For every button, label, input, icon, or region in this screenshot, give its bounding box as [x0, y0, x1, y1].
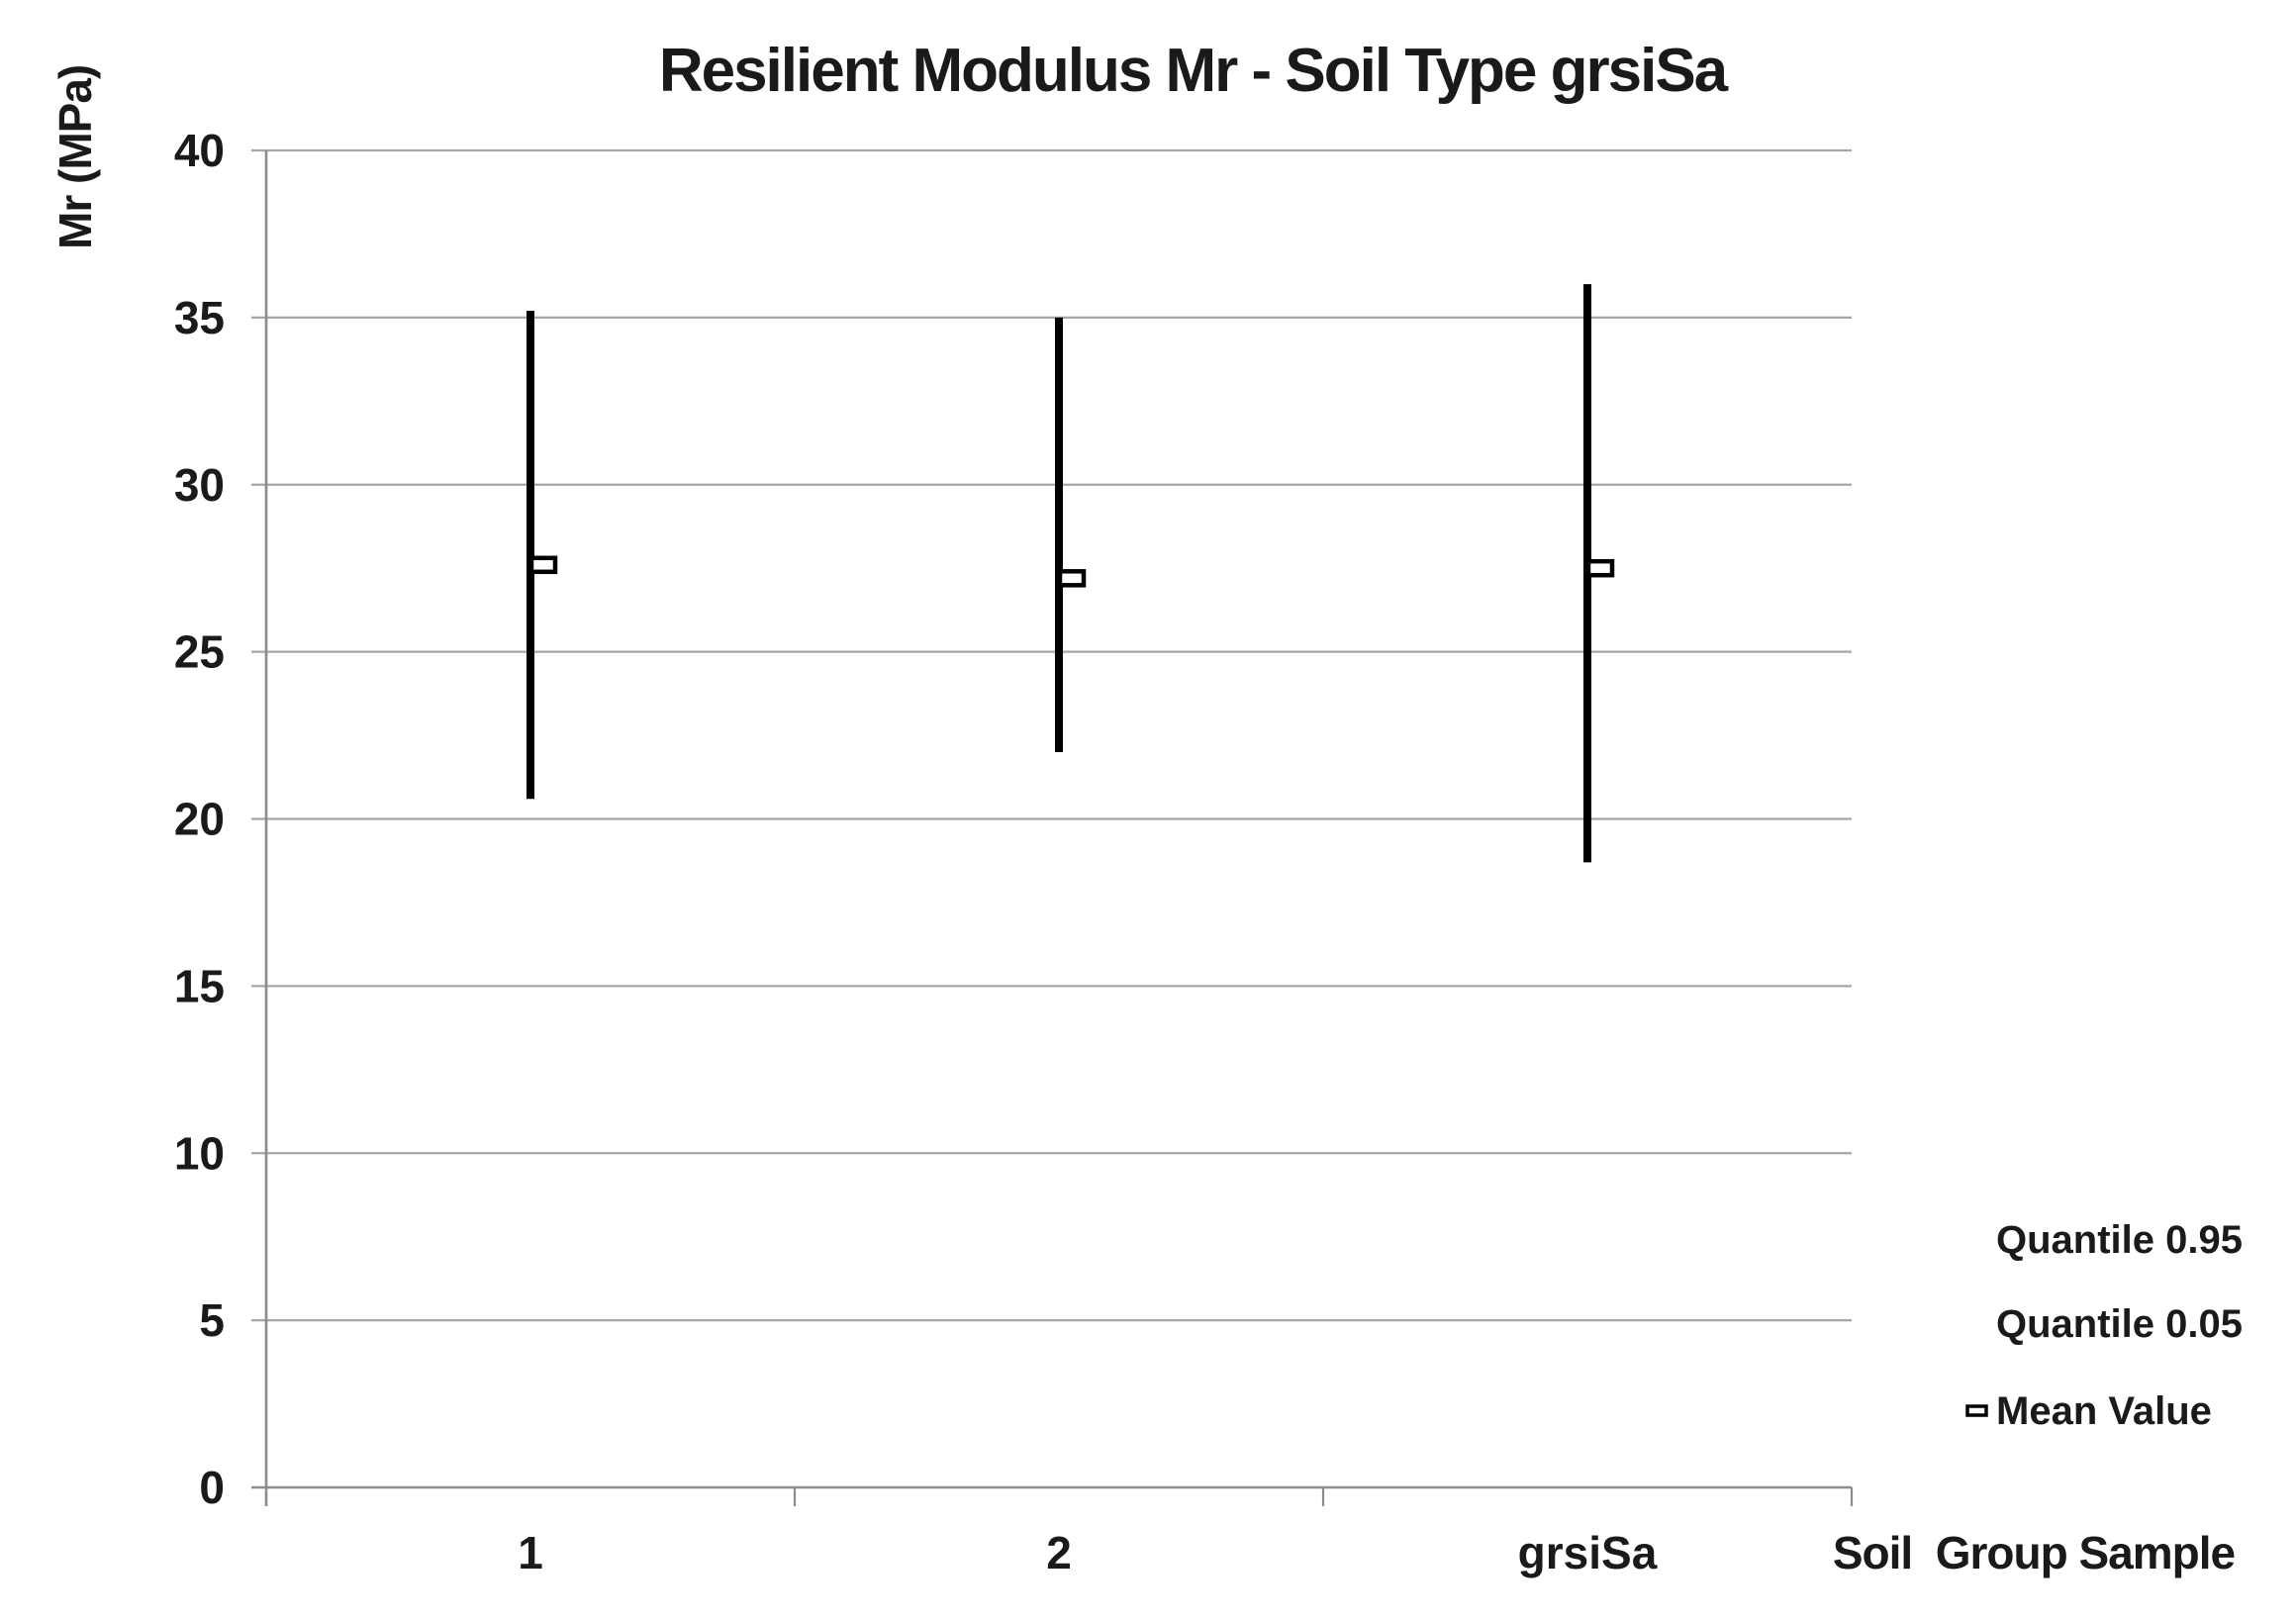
- x-tick-label: grsiSa: [1518, 1527, 1658, 1578]
- y-tick-label: 25: [174, 626, 225, 678]
- legend: Quantile 0.95 Quantile 0.05 Mean Value: [1965, 1218, 2243, 1433]
- y-tick-label: 30: [174, 459, 225, 511]
- series-layer: [526, 284, 1615, 863]
- chart-title: Resilient Modulus Mr - Soil Type grsiSa: [659, 37, 1729, 105]
- axes-layer: 1 2 grsiSa: [264, 150, 1854, 1578]
- y-tick-label: 40: [174, 125, 225, 176]
- legend-label: Mean Value: [1996, 1389, 2212, 1433]
- x-tick-label: 1: [518, 1527, 543, 1578]
- gridline-layer: 0 5 10 15 20 25 30 35 40: [174, 125, 1852, 1513]
- y-tick-label: 5: [199, 1294, 225, 1346]
- mean-marker: [1585, 558, 1615, 578]
- x-axis-title: Soil Group Sample: [1833, 1527, 2236, 1578]
- y-tick-label: 0: [199, 1462, 225, 1513]
- y-tick-label: 20: [174, 794, 225, 845]
- mean-marker: [1057, 569, 1087, 588]
- legend-label: Quantile 0.95: [1996, 1218, 2243, 1262]
- y-tick-label: 35: [174, 292, 225, 343]
- mean-marker: [528, 555, 558, 575]
- legend-mean-marker-icon: [1965, 1404, 1988, 1417]
- legend-label: Quantile 0.05: [1996, 1302, 2243, 1346]
- y-axis-title: Mr (MPa): [49, 65, 101, 249]
- y-tick-label: 10: [174, 1127, 225, 1179]
- x-tick-label: 2: [1046, 1527, 1072, 1578]
- y-tick-label: 15: [174, 960, 225, 1011]
